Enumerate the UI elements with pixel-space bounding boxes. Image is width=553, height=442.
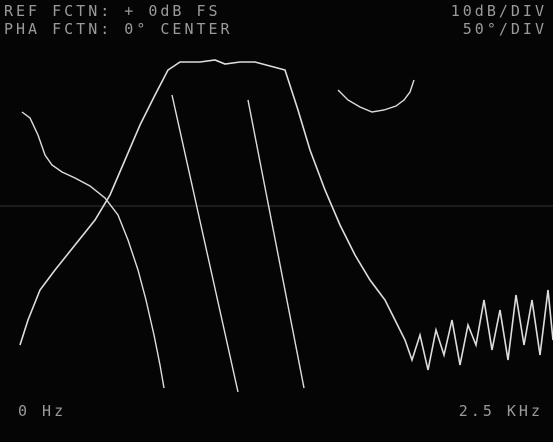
trace-line [171,94,239,393]
phase-function: PHA FCTN: 0° CENTER [4,20,233,38]
magnitude-scale: 10dB/DIV [450,2,547,20]
trace-line [247,99,305,389]
magnitude-trace [19,59,553,371]
ref-function: REF FCTN: + 0dB FS [4,2,221,20]
start-frequency: 0 Hz [18,402,67,420]
stop-frequency: 2.5 KHz [458,402,543,420]
phase-scale: 50°/DIV [462,20,547,38]
phase-trace [337,79,415,113]
falling-trace [21,111,165,389]
